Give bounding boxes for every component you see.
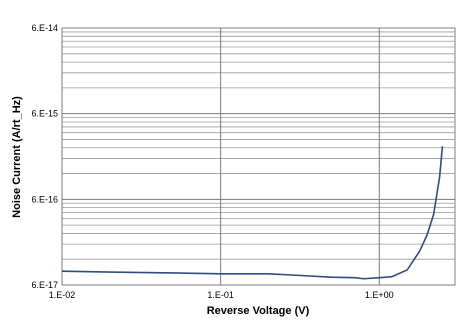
x-axis-title: Reverse Voltage (V) <box>207 305 310 317</box>
plot-area <box>61 27 456 286</box>
x-tick-label-1: 1.E-01 <box>207 290 234 300</box>
y-axis-title: Noise Current (A/rt_Hz) <box>11 96 23 218</box>
x-tick-label-2: 1.E+00 <box>365 290 394 300</box>
series-layer <box>61 146 444 280</box>
x-tick-label-0: 1.E-02 <box>49 290 76 300</box>
series-line-0 <box>61 146 444 280</box>
grid <box>61 28 455 286</box>
y-tick-label-1: 6.E-16 <box>31 194 58 204</box>
y-tick-label-3: 6.E-14 <box>31 23 58 33</box>
y-tick-label-0: 6.E-17 <box>31 280 58 290</box>
tick-labels: 1.E-02 1.E-01 1.E+00 6.E-17 6.E-16 6.E-15 6.E-… <box>31 23 393 300</box>
y-tick-label-2: 6.E-15 <box>31 109 58 119</box>
